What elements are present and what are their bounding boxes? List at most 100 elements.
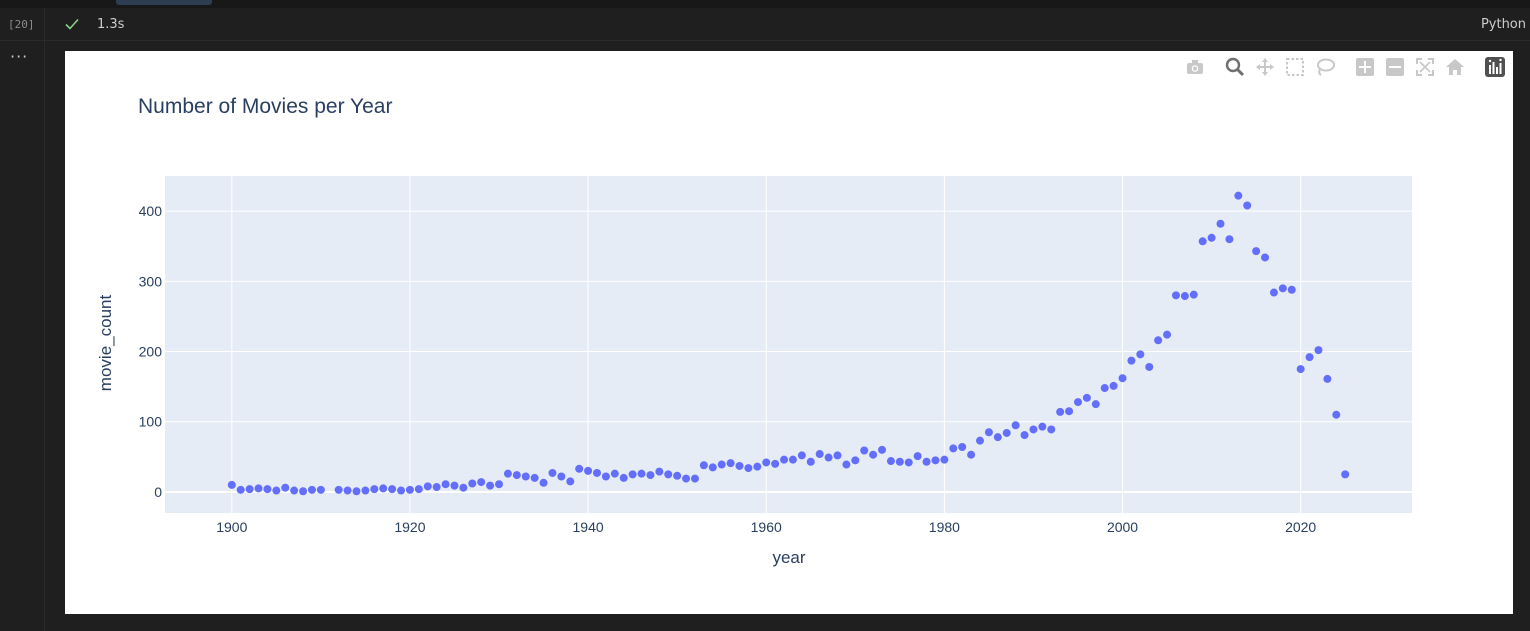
data-point[interactable]: [1145, 362, 1154, 371]
data-point[interactable]: [1261, 253, 1270, 262]
data-point[interactable]: [1109, 381, 1118, 390]
data-point[interactable]: [1154, 336, 1163, 345]
data-point[interactable]: [1011, 421, 1020, 430]
data-point[interactable]: [806, 457, 815, 466]
more-actions-icon[interactable]: ···: [10, 47, 29, 66]
data-point[interactable]: [334, 485, 343, 494]
data-point[interactable]: [539, 478, 548, 487]
scatter-chart[interactable]: 1900 1920 1940 1960 1980 2000 2020 0 100 200 300 40…: [65, 51, 1513, 614]
data-point[interactable]: [1341, 470, 1350, 479]
data-point[interactable]: [886, 457, 895, 466]
data-point[interactable]: [708, 463, 717, 472]
data-point[interactable]: [1073, 398, 1082, 407]
data-point[interactable]: [1136, 350, 1145, 359]
data-point[interactable]: [566, 477, 575, 486]
data-point[interactable]: [637, 469, 646, 478]
data-point[interactable]: [851, 456, 860, 465]
data-point[interactable]: [592, 468, 601, 477]
data-point[interactable]: [646, 471, 655, 480]
data-point[interactable]: [281, 483, 290, 492]
data-point[interactable]: [993, 433, 1002, 442]
data-point[interactable]: [913, 452, 922, 461]
data-point[interactable]: [860, 446, 869, 455]
data-point[interactable]: [1252, 247, 1261, 256]
data-point[interactable]: [557, 472, 566, 481]
data-point[interactable]: [1332, 410, 1341, 419]
data-point[interactable]: [976, 436, 985, 445]
data-point[interactable]: [1029, 425, 1038, 434]
kernel-language[interactable]: Python: [1480, 17, 1526, 32]
data-point[interactable]: [949, 444, 958, 453]
data-point[interactable]: [1118, 374, 1127, 383]
data-point[interactable]: [601, 472, 610, 481]
data-point[interactable]: [548, 468, 557, 477]
data-point[interactable]: [1314, 346, 1323, 355]
data-point[interactable]: [388, 485, 397, 494]
data-point[interactable]: [1056, 407, 1065, 416]
zoom-out-icon[interactable]: [1384, 56, 1406, 78]
data-point[interactable]: [495, 480, 504, 489]
data-point[interactable]: [290, 486, 299, 495]
data-point[interactable]: [1020, 431, 1029, 440]
data-point[interactable]: [815, 450, 824, 459]
data-point[interactable]: [744, 464, 753, 473]
data-point[interactable]: [610, 469, 619, 478]
data-point[interactable]: [797, 451, 806, 460]
data-point[interactable]: [468, 479, 477, 488]
data-point[interactable]: [628, 470, 637, 479]
zoom-in-icon[interactable]: [1354, 56, 1376, 78]
data-point[interactable]: [316, 485, 325, 494]
data-point[interactable]: [1189, 290, 1198, 299]
lasso-icon[interactable]: [1314, 56, 1336, 78]
data-point[interactable]: [762, 458, 771, 467]
data-point[interactable]: [370, 485, 379, 494]
data-point[interactable]: [272, 486, 281, 495]
data-point[interactable]: [361, 486, 370, 495]
data-point[interactable]: [263, 485, 272, 494]
data-point[interactable]: [878, 445, 887, 454]
data-point[interactable]: [842, 460, 851, 469]
data-point[interactable]: [1091, 400, 1100, 409]
data-point[interactable]: [459, 483, 468, 492]
data-point[interactable]: [423, 482, 432, 491]
data-point[interactable]: [1127, 356, 1136, 365]
data-point[interactable]: [584, 466, 593, 475]
data-point[interactable]: [780, 455, 789, 464]
data-point[interactable]: [307, 485, 316, 494]
data-point[interactable]: [397, 486, 406, 495]
data-point[interactable]: [753, 462, 762, 471]
data-point[interactable]: [1207, 233, 1216, 242]
data-point[interactable]: [690, 474, 699, 483]
data-point[interactable]: [699, 461, 708, 470]
data-point[interactable]: [352, 487, 361, 496]
zoom-icon[interactable]: [1224, 56, 1246, 78]
data-point[interactable]: [1163, 330, 1172, 339]
data-point[interactable]: [655, 467, 664, 476]
data-point[interactable]: [1065, 407, 1074, 416]
data-point[interactable]: [1269, 288, 1278, 297]
data-point[interactable]: [1180, 292, 1189, 301]
plot-area[interactable]: [165, 176, 1412, 513]
data-point[interactable]: [788, 455, 797, 464]
data-point[interactable]: [1198, 237, 1207, 246]
data-point[interactable]: [1047, 425, 1056, 434]
data-point[interactable]: [682, 474, 691, 483]
data-point[interactable]: [904, 458, 913, 467]
data-point[interactable]: [530, 473, 539, 482]
data-point[interactable]: [1287, 285, 1296, 294]
data-point[interactable]: [931, 456, 940, 465]
data-point[interactable]: [486, 481, 495, 490]
data-point[interactable]: [414, 485, 423, 494]
data-point[interactable]: [824, 453, 833, 462]
data-point[interactable]: [245, 485, 254, 494]
data-point[interactable]: [967, 450, 976, 459]
data-point[interactable]: [1278, 284, 1287, 293]
data-point[interactable]: [735, 461, 744, 470]
data-point[interactable]: [673, 471, 682, 480]
data-point[interactable]: [940, 455, 949, 464]
data-point[interactable]: [619, 473, 628, 482]
data-point[interactable]: [343, 486, 352, 495]
data-point[interactable]: [227, 480, 236, 489]
plot-output[interactable]: 1900 1920 1940 1960 1980 2000 2020 0 100 200 300 40…: [65, 51, 1513, 614]
data-point[interactable]: [405, 485, 414, 494]
